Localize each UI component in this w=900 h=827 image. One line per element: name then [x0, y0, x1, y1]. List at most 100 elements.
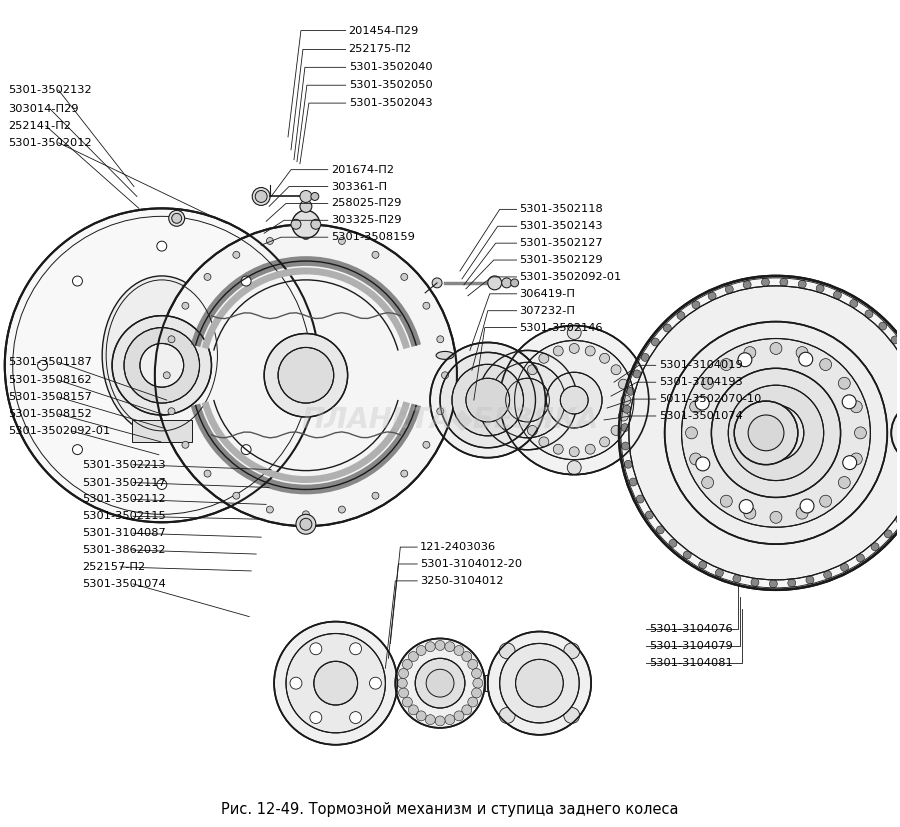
Circle shape [426, 669, 454, 697]
Circle shape [633, 370, 641, 378]
Circle shape [527, 425, 537, 436]
Circle shape [445, 642, 455, 652]
Circle shape [702, 476, 714, 489]
Text: 303014-П29: 303014-П29 [8, 104, 78, 114]
Circle shape [488, 632, 591, 735]
Circle shape [871, 543, 879, 551]
Circle shape [163, 372, 170, 379]
Circle shape [436, 408, 444, 414]
Circle shape [891, 336, 899, 344]
Circle shape [409, 652, 419, 662]
Circle shape [182, 302, 189, 309]
Circle shape [567, 461, 581, 475]
Circle shape [854, 427, 867, 439]
Circle shape [349, 711, 362, 724]
Text: 5301-3104019: 5301-3104019 [659, 361, 742, 370]
Circle shape [416, 646, 426, 656]
Circle shape [500, 708, 515, 724]
Circle shape [300, 190, 312, 203]
Circle shape [665, 322, 887, 544]
Text: 5301-3501187: 5301-3501187 [8, 357, 92, 367]
Circle shape [520, 379, 530, 389]
Circle shape [527, 365, 537, 375]
Circle shape [233, 492, 239, 500]
Bar [485, 675, 539, 691]
Bar [397, 675, 440, 691]
Circle shape [500, 393, 514, 407]
Circle shape [399, 688, 409, 698]
Text: 5301-3502043: 5301-3502043 [348, 98, 432, 108]
Circle shape [761, 278, 770, 286]
Circle shape [157, 241, 166, 251]
Text: 121-2403036: 121-2403036 [420, 542, 496, 552]
Circle shape [623, 405, 631, 414]
Circle shape [4, 208, 319, 523]
Circle shape [506, 378, 549, 422]
Circle shape [839, 377, 850, 390]
Circle shape [669, 539, 677, 547]
Circle shape [370, 677, 382, 689]
Circle shape [409, 705, 419, 715]
Circle shape [520, 411, 530, 421]
Circle shape [563, 708, 580, 724]
Text: 252175-П2: 252175-П2 [348, 45, 412, 55]
Circle shape [432, 278, 442, 288]
Circle shape [619, 276, 900, 590]
Circle shape [842, 394, 856, 409]
Circle shape [372, 492, 379, 500]
Circle shape [733, 575, 741, 583]
Ellipse shape [103, 276, 221, 435]
Circle shape [416, 711, 426, 721]
Circle shape [338, 506, 346, 513]
Circle shape [204, 274, 211, 280]
Circle shape [415, 658, 465, 708]
Circle shape [570, 343, 580, 353]
Circle shape [850, 453, 862, 465]
Circle shape [796, 347, 808, 359]
Circle shape [708, 292, 716, 300]
Circle shape [252, 188, 270, 205]
Text: 5301-3502117: 5301-3502117 [82, 477, 166, 488]
Circle shape [73, 276, 83, 286]
Circle shape [770, 511, 782, 523]
Circle shape [445, 715, 455, 724]
Circle shape [310, 193, 319, 200]
Circle shape [720, 359, 733, 370]
Circle shape [310, 711, 322, 724]
Circle shape [466, 378, 509, 422]
Circle shape [472, 678, 482, 688]
Text: 5301-3508157: 5301-3508157 [8, 392, 92, 402]
Circle shape [516, 659, 563, 707]
Circle shape [798, 280, 806, 288]
Text: 5301-3862032: 5301-3862032 [82, 545, 166, 555]
Circle shape [780, 278, 788, 286]
Circle shape [728, 385, 824, 480]
Circle shape [168, 336, 175, 342]
Text: 5301-3104087: 5301-3104087 [82, 528, 166, 538]
Ellipse shape [436, 351, 454, 360]
Circle shape [426, 642, 436, 652]
Circle shape [314, 662, 357, 705]
Circle shape [435, 640, 445, 650]
Circle shape [878, 323, 886, 330]
Circle shape [182, 442, 189, 448]
Circle shape [290, 677, 302, 689]
Circle shape [652, 338, 660, 346]
Circle shape [442, 372, 448, 379]
Circle shape [478, 351, 577, 450]
Circle shape [518, 395, 527, 405]
Text: 5301-3104079: 5301-3104079 [649, 642, 733, 652]
Circle shape [816, 284, 824, 293]
Text: 5301-3502112: 5301-3502112 [82, 495, 166, 504]
Text: 5301-3502213: 5301-3502213 [82, 460, 166, 470]
Circle shape [172, 213, 182, 223]
Text: 5301-3502050: 5301-3502050 [348, 80, 432, 90]
Circle shape [720, 495, 733, 507]
Text: 5301-3508162: 5301-3508162 [8, 375, 92, 385]
Circle shape [302, 511, 310, 518]
Text: 5301-3502040: 5301-3502040 [348, 62, 432, 72]
Circle shape [462, 705, 472, 715]
Circle shape [599, 353, 609, 363]
Text: 5301-3104012-20: 5301-3104012-20 [420, 559, 522, 569]
Circle shape [310, 219, 320, 229]
